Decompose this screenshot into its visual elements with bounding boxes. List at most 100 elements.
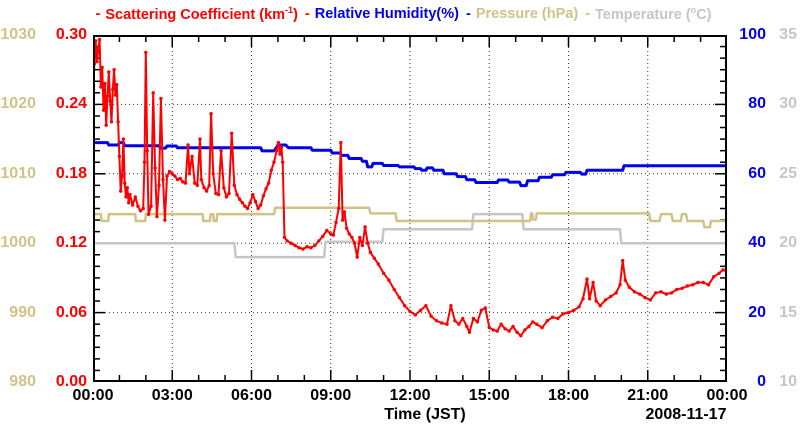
series-marker bbox=[352, 241, 357, 245]
series-marker bbox=[366, 241, 370, 245]
series-marker bbox=[594, 299, 598, 303]
series-marker bbox=[479, 308, 483, 312]
series-marker bbox=[701, 280, 705, 285]
series-marker bbox=[222, 186, 226, 190]
series-marker bbox=[261, 194, 266, 198]
date-label: 2008-11-17 bbox=[645, 406, 727, 423]
scattering-tick-label: 0.06 bbox=[55, 303, 87, 321]
series-marker bbox=[344, 226, 349, 230]
temperature-legend-dash-icon: - bbox=[585, 6, 591, 22]
series-marker bbox=[125, 186, 129, 190]
series-marker bbox=[175, 177, 180, 182]
series-marker bbox=[587, 297, 592, 301]
series-marker bbox=[355, 255, 359, 259]
series-marker bbox=[119, 189, 123, 193]
series-marker bbox=[183, 181, 188, 185]
series-marker bbox=[133, 195, 137, 199]
x-axis-title: Time (JST) bbox=[384, 406, 466, 423]
series-marker bbox=[342, 210, 347, 214]
pressure-tick-label: 1010 bbox=[0, 164, 36, 182]
humidity-tick-label: 100 bbox=[739, 26, 766, 43]
series-marker bbox=[193, 181, 197, 185]
series-line bbox=[93, 141, 727, 188]
series-marker bbox=[136, 204, 140, 208]
series-marker bbox=[321, 234, 325, 238]
series-marker bbox=[712, 275, 716, 279]
series-marker bbox=[142, 160, 147, 164]
series-marker bbox=[358, 235, 362, 240]
series-marker bbox=[124, 195, 128, 199]
series-marker bbox=[204, 189, 209, 193]
series-marker bbox=[507, 329, 511, 333]
series-marker bbox=[648, 298, 653, 302]
series-marker bbox=[408, 309, 412, 314]
series-marker bbox=[146, 212, 151, 216]
series-line bbox=[93, 212, 727, 259]
series-marker bbox=[95, 59, 99, 64]
series-marker bbox=[603, 298, 608, 302]
series-marker bbox=[495, 329, 499, 333]
pressure-tick-label: 980 bbox=[9, 373, 36, 390]
series-marker bbox=[144, 50, 148, 55]
series-marker bbox=[669, 291, 674, 295]
time-tick-label: 18:00 bbox=[548, 387, 589, 404]
series-marker bbox=[199, 177, 203, 182]
series-marker bbox=[276, 140, 281, 145]
series-marker bbox=[696, 280, 700, 285]
series-marker bbox=[461, 316, 465, 321]
series-marker bbox=[381, 271, 386, 275]
series-marker bbox=[232, 183, 236, 188]
series-marker bbox=[540, 325, 544, 330]
series-marker bbox=[654, 291, 658, 295]
series-marker bbox=[418, 308, 423, 312]
scattering-tick-label: 0.12 bbox=[55, 234, 87, 252]
series-marker bbox=[675, 287, 679, 292]
time-tick-label: 06:00 bbox=[231, 387, 272, 404]
series-marker bbox=[198, 137, 202, 141]
series-marker bbox=[281, 160, 285, 164]
series-marker bbox=[113, 93, 118, 97]
series-marker bbox=[503, 327, 507, 331]
series-marker bbox=[224, 195, 229, 199]
series-marker bbox=[566, 310, 571, 315]
series-marker bbox=[128, 192, 132, 197]
series-marker bbox=[121, 137, 126, 141]
series-marker bbox=[123, 181, 127, 185]
pressure-legend-label: Pressure (hPa) bbox=[475, 6, 579, 22]
time-tick-label: 12:00 bbox=[389, 387, 431, 404]
series-marker bbox=[475, 320, 480, 324]
series-marker bbox=[685, 284, 690, 288]
series-marker bbox=[449, 304, 453, 308]
series-marker bbox=[523, 328, 527, 332]
series-marker bbox=[387, 278, 391, 282]
series-marker bbox=[334, 220, 338, 225]
series-marker bbox=[240, 201, 244, 205]
pressure-legend-dash-icon: - bbox=[465, 6, 471, 22]
series-marker bbox=[108, 99, 112, 103]
temperature-tick-label: 15 bbox=[779, 303, 797, 321]
scattering-tick-label: 0.30 bbox=[55, 26, 87, 43]
series-marker bbox=[301, 247, 305, 251]
series-marker bbox=[103, 81, 107, 86]
series-marker bbox=[572, 308, 576, 312]
series-marker bbox=[267, 181, 271, 185]
series-marker bbox=[100, 65, 104, 70]
series-marker bbox=[483, 306, 487, 310]
series-marker bbox=[109, 120, 114, 124]
temperature-legend-label: Temperature (oC) bbox=[595, 5, 712, 23]
series-marker bbox=[680, 286, 684, 290]
time-tick-label: 00:00 bbox=[72, 387, 114, 404]
series-marker bbox=[368, 250, 373, 255]
series-marker bbox=[237, 197, 242, 201]
series-marker bbox=[621, 258, 625, 263]
series-marker bbox=[329, 232, 333, 236]
series-marker bbox=[531, 320, 535, 324]
series-marker bbox=[163, 218, 167, 222]
series-marker bbox=[550, 315, 555, 319]
series-marker bbox=[467, 330, 472, 334]
series-marker bbox=[141, 206, 145, 211]
series-marker bbox=[243, 204, 247, 208]
series-marker bbox=[145, 149, 149, 153]
series-marker bbox=[717, 271, 721, 275]
series-marker bbox=[337, 206, 341, 211]
